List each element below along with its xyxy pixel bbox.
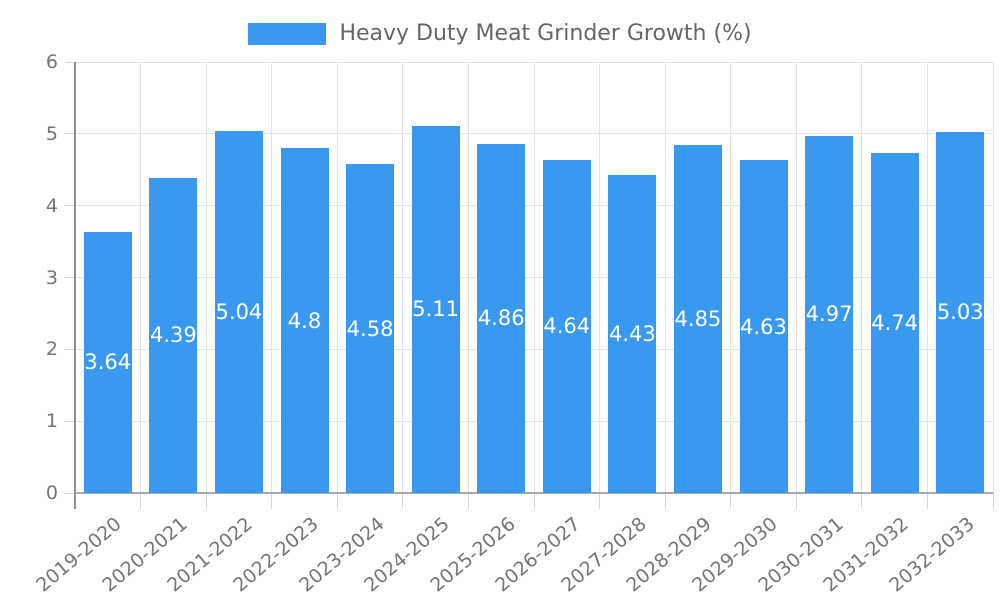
y-axis-tick-label: 0	[45, 482, 58, 504]
gridline-vertical	[730, 62, 732, 493]
gridline-vertical	[599, 62, 601, 493]
x-axis-tick	[992, 493, 994, 509]
gridline-vertical	[664, 62, 666, 493]
bar[interactable]	[346, 164, 395, 493]
gridline-vertical	[926, 62, 928, 493]
y-axis-tick-label: 1	[45, 410, 58, 433]
bar[interactable]	[805, 135, 854, 493]
gridline-vertical	[533, 62, 535, 493]
gridline-vertical	[205, 62, 207, 493]
x-axis-tick	[467, 493, 469, 509]
gridline-vertical	[140, 62, 142, 493]
y-axis-tick	[65, 277, 75, 278]
gridline-vertical	[992, 62, 994, 493]
y-axis-tick-label: 4	[45, 194, 58, 217]
x-axis-tick	[271, 493, 273, 509]
legend[interactable]: Heavy Duty Meat Grinder Growth (%)	[0, 21, 1000, 46]
y-axis-line	[74, 62, 76, 509]
y-axis-tick-label: 5	[45, 122, 58, 145]
bar[interactable]	[280, 148, 329, 493]
bar[interactable]	[83, 231, 132, 493]
bar[interactable]	[936, 131, 985, 493]
bar[interactable]	[149, 177, 198, 493]
x-axis-tick	[599, 493, 601, 509]
x-axis-tick	[205, 493, 207, 509]
bar[interactable]	[608, 174, 657, 493]
bar[interactable]	[542, 159, 591, 493]
bar[interactable]	[870, 152, 919, 493]
bar[interactable]	[214, 130, 263, 493]
x-axis-tick	[730, 493, 732, 509]
legend-label: Heavy Duty Meat Grinder Growth (%)	[339, 21, 752, 46]
y-axis-tick	[65, 205, 75, 207]
x-axis-tick	[861, 493, 863, 509]
x-axis-tick	[795, 493, 797, 509]
y-axis-tick	[65, 133, 75, 135]
bar[interactable]	[673, 144, 722, 493]
y-axis-tick	[65, 420, 75, 422]
x-axis-tick	[402, 493, 404, 509]
bar[interactable]	[477, 143, 526, 493]
y-axis-tick-label: 3	[45, 266, 58, 289]
y-axis-tick-label: 2	[45, 338, 58, 361]
gridline-vertical	[336, 62, 338, 493]
x-axis-tick	[336, 493, 338, 509]
bar[interactable]	[739, 160, 788, 493]
x-axis-tick	[926, 493, 928, 509]
y-axis-tick	[65, 348, 75, 350]
gridline-vertical	[795, 62, 797, 493]
x-axis-tick	[533, 493, 535, 509]
y-axis-tick-label: 6	[45, 51, 58, 73]
x-axis-tick	[664, 493, 666, 509]
y-axis-tick	[65, 61, 75, 63]
x-axis-tick	[140, 493, 142, 509]
y-axis-tick	[65, 492, 75, 494]
gridline-vertical	[467, 62, 469, 493]
legend-swatch[interactable]	[248, 22, 327, 45]
gridline-vertical	[861, 62, 863, 493]
gridline-vertical	[402, 62, 404, 493]
x-axis-line	[75, 492, 993, 494]
gridline-vertical	[271, 62, 273, 493]
bar[interactable]	[411, 125, 460, 493]
